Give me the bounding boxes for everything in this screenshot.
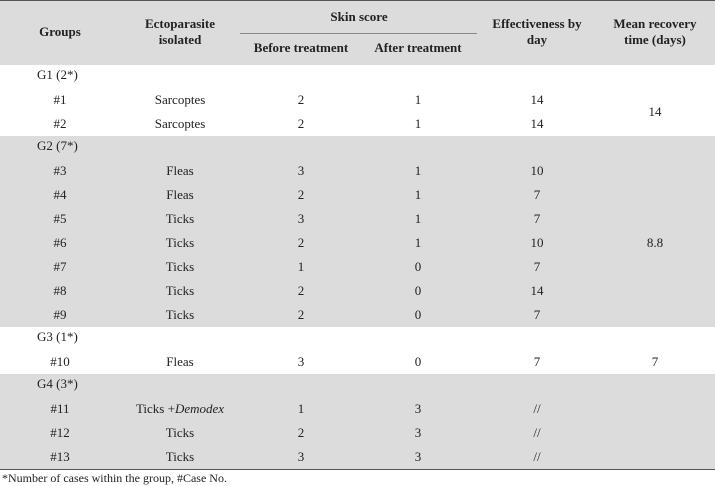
group-band — [0, 327, 715, 374]
effectiveness-cell: 10 — [530, 163, 544, 178]
footnote: *Number of cases within the group, #Case… — [2, 471, 227, 485]
ectoparasite-cell: Ticks — [165, 425, 195, 440]
group-band — [0, 374, 715, 469]
effectiveness-cell: 14 — [530, 116, 544, 131]
case-id: #11 — [50, 401, 70, 416]
before-cell: 2 — [297, 92, 305, 107]
after-cell: 1 — [414, 211, 422, 226]
effectiveness-cell: 7 — [533, 259, 541, 274]
ectoparasite-cell: Ticks — [165, 211, 195, 226]
ectoparasite-cell: Ticks — [165, 235, 195, 250]
effectiveness-cell: // — [533, 425, 541, 440]
effectiveness-cell: // — [533, 449, 541, 464]
before-cell: 1 — [297, 259, 305, 274]
header-cell: Effectiveness by day — [492, 16, 582, 47]
group-label: G4 (3*) — [37, 376, 78, 391]
after-cell: 0 — [414, 283, 422, 298]
ectoparasite-part: Demodex — [174, 401, 225, 416]
header-cell: Groups — [39, 24, 81, 39]
group-band — [0, 65, 715, 136]
effectiveness-cell: 7 — [533, 187, 541, 202]
before-cell: 3 — [297, 163, 305, 178]
ectoparasite-cell: Ticks — [165, 449, 195, 464]
before-cell: 2 — [297, 283, 305, 298]
ectoparasite-part: Ticks + — [135, 401, 175, 416]
effectiveness-cell: 7 — [533, 211, 541, 226]
case-id: #2 — [53, 116, 67, 131]
before-cell: 2 — [297, 116, 305, 131]
group-label: G3 (1*) — [37, 329, 78, 344]
before-cell: 2 — [297, 425, 305, 440]
case-id: #12 — [50, 425, 70, 440]
top-rule — [0, 0, 715, 1]
case-id: #13 — [50, 449, 70, 464]
before-cell: 2 — [297, 187, 305, 202]
mean-recovery-cell: 14 — [648, 104, 662, 119]
header-cell: Before treatment — [253, 40, 349, 55]
span-rule — [240, 33, 477, 34]
group-band — [0, 136, 715, 327]
header-cell: Skin score — [330, 9, 388, 24]
before-cell: 3 — [297, 354, 305, 369]
after-cell: 3 — [414, 401, 422, 416]
case-id: #1 — [53, 92, 67, 107]
after-cell: 1 — [414, 187, 422, 202]
bottom-rule — [0, 469, 715, 470]
group-label: G2 (7*) — [37, 138, 78, 153]
after-cell: 1 — [414, 116, 422, 131]
case-id: #4 — [53, 187, 67, 202]
ectoparasite-cell: Sarcoptes — [154, 116, 206, 131]
ectoparasite-cell: Ticks — [165, 307, 195, 322]
after-cell: 3 — [414, 425, 422, 440]
header-cell: After treatment — [374, 40, 462, 55]
header-band — [0, 0, 715, 65]
effectiveness-cell: 7 — [533, 307, 541, 322]
ectoparasite-cell: Ticks — [165, 259, 195, 274]
header-cell: Mean recovery time (days) — [613, 16, 697, 47]
header-cell: Ectoparasite isolated — [144, 16, 216, 47]
case-id: #8 — [53, 283, 67, 298]
ectoparasite-cell: Fleas — [166, 163, 194, 178]
ectoparasite-cell: Fleas — [166, 354, 194, 369]
case-id: #6 — [53, 235, 67, 250]
after-cell: 1 — [414, 163, 422, 178]
case-id: #7 — [53, 259, 67, 274]
ectoparasite-cell: Fleas — [166, 187, 194, 202]
ectoparasite-cell: Ticks +Demodex — [136, 401, 224, 417]
effectiveness-cell: 14 — [530, 283, 544, 298]
after-cell: 0 — [414, 307, 422, 322]
ectoparasite-cell: Sarcoptes — [154, 92, 206, 107]
case-id: #3 — [53, 163, 67, 178]
before-cell: 3 — [297, 449, 305, 464]
after-cell: 1 — [414, 92, 422, 107]
group-label: G1 (2*) — [37, 67, 78, 82]
case-id: #5 — [53, 211, 67, 226]
after-cell: 0 — [414, 354, 422, 369]
case-id: #10 — [50, 354, 70, 369]
before-cell: 3 — [297, 211, 305, 226]
before-cell: 2 — [297, 235, 305, 250]
after-cell: 1 — [414, 235, 422, 250]
case-id: #9 — [53, 307, 67, 322]
before-cell: 2 — [297, 307, 305, 322]
after-cell: 3 — [414, 449, 422, 464]
effectiveness-cell: 7 — [533, 354, 541, 369]
after-cell: 0 — [414, 259, 422, 274]
before-cell: 1 — [297, 401, 305, 416]
effectiveness-cell: 10 — [530, 235, 544, 250]
ectoparasite-cell: Ticks — [165, 283, 195, 298]
effectiveness-cell: 14 — [530, 92, 544, 107]
mean-recovery-cell: 8.8 — [646, 235, 664, 250]
mean-recovery-cell: 7 — [651, 354, 659, 369]
effectiveness-cell: // — [533, 401, 541, 416]
